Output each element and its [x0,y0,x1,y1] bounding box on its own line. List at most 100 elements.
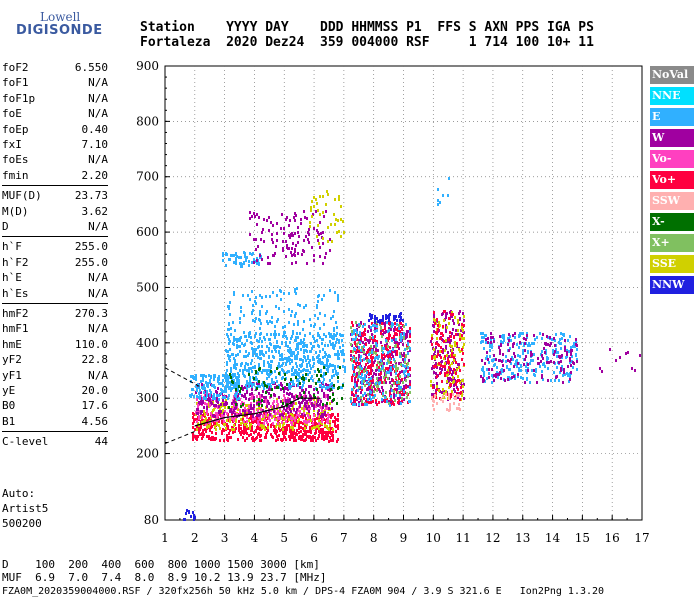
echo-point [383,322,385,325]
echo-point [343,231,345,234]
echo-point [251,428,253,431]
echo-point [447,194,449,197]
echo-point [198,384,200,387]
echo-point [248,411,250,414]
echo-point [553,353,555,356]
echo-point [229,429,231,432]
echo-point [311,375,313,378]
echo-point [304,216,306,219]
echo-point [354,400,356,403]
echo-point [351,333,353,336]
echo-point [448,361,450,364]
echo-point [409,383,411,386]
echo-point [334,344,336,347]
echo-point [548,361,550,364]
echo-point [257,245,259,248]
echo-point [285,357,287,360]
echo-point [294,414,296,417]
echo-point [215,428,217,431]
echo-point [441,391,443,394]
echo-point [297,231,299,234]
echo-point [317,396,319,399]
echo-point [355,321,357,324]
echo-point [398,324,400,327]
param-row: yE 20.0 [0,383,112,399]
echo-point [310,398,312,401]
echo-point [442,395,444,398]
echo-point [248,409,250,412]
echo-point [233,409,235,412]
echo-point [319,398,321,401]
muf-row: MUF 6.9 7.0 7.4 8.0 8.9 10.2 13.9 23.7 [… [2,571,327,584]
echo-point [208,399,210,402]
echo-point [560,369,562,372]
echo-point [229,355,231,358]
echo-point [224,387,226,390]
echo-point [323,333,325,336]
echo-point [290,412,292,415]
echo-point [540,360,542,363]
echo-point [242,415,244,418]
echo-point [437,353,439,356]
echo-point [398,315,400,318]
echo-point [508,339,510,342]
echo-point [270,405,272,408]
echo-point [562,381,564,384]
echo-point [386,371,388,374]
echo-point [306,365,308,368]
echo-point [448,338,450,341]
echo-point [263,426,265,429]
echo-point [481,336,483,339]
echo-point [250,336,252,339]
echo-point [263,218,265,221]
echo-point [360,359,362,362]
echo-point [308,379,310,382]
echo-point [207,385,209,388]
echo-point [294,248,296,251]
echo-point [334,353,336,356]
echo-point [197,405,199,408]
echo-point [570,364,572,367]
echo-point [329,238,331,241]
echo-point [305,359,307,362]
echo-point [526,336,528,339]
echo-point [569,378,571,381]
echo-point [340,235,342,238]
echo-point [246,389,248,392]
echo-point [260,238,262,241]
echo-point [255,332,257,335]
echo-point [196,389,198,392]
echo-point [282,432,284,435]
echo-point [263,354,265,357]
echo-point [322,403,324,406]
echo-point [399,319,401,322]
echo-point [353,371,355,374]
echo-point [359,331,361,334]
echo-point [319,213,321,216]
echo-point [627,351,629,354]
echo-point [337,294,339,297]
echo-point [314,396,316,399]
echo-point [376,340,378,343]
echo-point [359,333,361,336]
echo-point [315,429,317,432]
echo-point [553,371,555,374]
echo-point [299,332,301,335]
echo-point [291,254,293,257]
echo-point [292,401,294,404]
echo-point [459,318,461,321]
echo-point [367,387,369,390]
echo-point [318,378,320,381]
echo-point [325,203,327,206]
echo-point [351,359,353,362]
echo-point [270,370,272,373]
echo-point [313,407,315,410]
echo-point [257,372,259,375]
echo-point [294,424,296,427]
echo-point [295,362,297,365]
echo-point [269,419,271,422]
echo-point [388,329,390,332]
echo-point [569,375,571,378]
echo-point [340,350,342,353]
echo-point [489,355,491,358]
